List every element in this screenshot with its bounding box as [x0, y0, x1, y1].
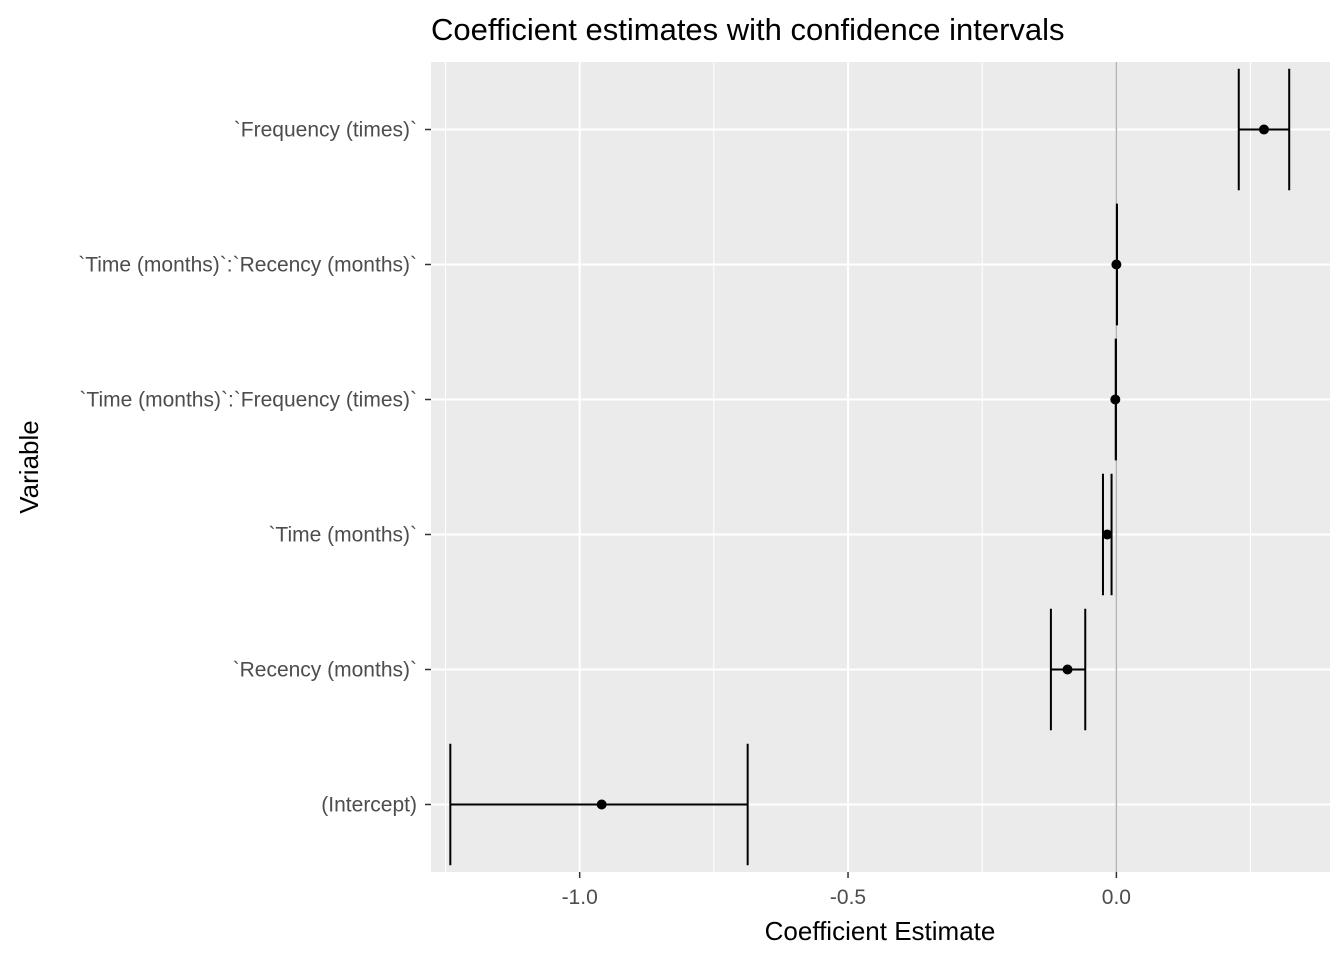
- estimate-point: [1258, 124, 1269, 135]
- y-tick-label: `Time (months)`: [268, 524, 417, 547]
- errorbar-marks: [449, 68, 1291, 866]
- estimate-point: [1111, 259, 1122, 270]
- plot-panel: [431, 62, 1330, 872]
- minor-gridlines: [444, 62, 1252, 872]
- estimate-point: [1102, 529, 1113, 540]
- y-axis: `Frequency (times)` `Time (months)`:`Rece…: [78, 119, 431, 817]
- y-tick-label: (Intercept): [321, 794, 417, 817]
- x-axis: -1.0 -0.5 0.0: [562, 872, 1131, 909]
- x-tick-label: -1.0: [562, 886, 598, 909]
- chart-title: Coefficient estimates with confidence in…: [431, 12, 1065, 47]
- x-axis-title: Coefficient Estimate: [765, 916, 996, 946]
- estimate-point: [1110, 394, 1121, 405]
- major-gridlines: [431, 62, 1330, 872]
- estimate-point: [596, 799, 607, 810]
- estimate-point: [1062, 664, 1073, 675]
- y-tick-label: `Time (months)`:`Recency (months)`: [78, 254, 417, 277]
- x-tick-label: -0.5: [830, 886, 866, 909]
- x-tick-label: 0.0: [1102, 886, 1131, 909]
- y-tick-label: `Time (months)`:`Frequency (times)`: [79, 389, 417, 412]
- y-tick-label: `Frequency (times)`: [234, 119, 417, 142]
- y-tick-label: `Recency (months)`: [233, 659, 417, 682]
- y-axis-title: Variable: [14, 420, 44, 513]
